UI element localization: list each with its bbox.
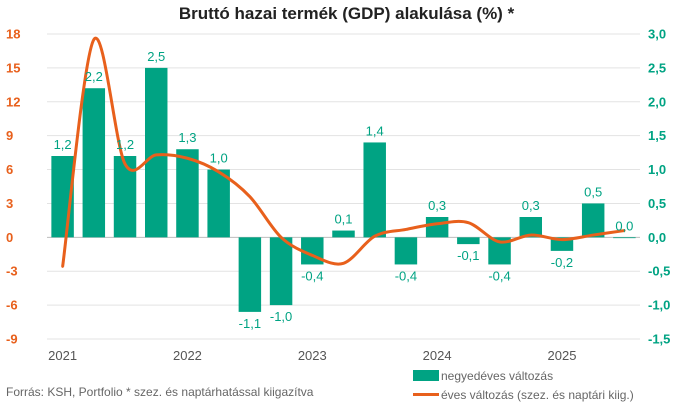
bar-value-label: -1,1 [239, 316, 261, 331]
bar [394, 237, 418, 265]
y-left-tick-label: 9 [6, 128, 13, 143]
bar-series [51, 67, 636, 312]
bar-value-label: 1,2 [116, 137, 134, 152]
bar [82, 88, 106, 238]
bar-value-label: 0,3 [522, 198, 540, 213]
y-left-tick-label: -3 [6, 264, 18, 279]
line-point [155, 153, 158, 157]
bar-value-label: -1,0 [270, 309, 292, 324]
y-left-tick-label: -9 [6, 332, 18, 347]
bar [488, 237, 511, 265]
bar [113, 156, 137, 238]
legend-label-annual: éves változás (szez. és naptári kiig.) [441, 388, 634, 402]
x-tick-label: 2021 [48, 348, 77, 363]
left-axis: -9 -6 -3 0 3 6 9 12 15 18 [6, 27, 20, 347]
line-point [467, 221, 470, 224]
line-point [123, 162, 127, 166]
line-point [217, 170, 220, 174]
bar [519, 217, 542, 238]
y-right-tick-label: 2,0 [648, 94, 666, 109]
line-point [186, 157, 189, 160]
bar [269, 237, 293, 306]
y-right-tick-label: -1,0 [648, 298, 670, 313]
line-point [591, 233, 595, 237]
bar-value-label: 1,3 [178, 130, 196, 145]
bar-value-label: -0,4 [488, 268, 510, 283]
x-tick-label: 2025 [548, 348, 577, 363]
bar-value-label: 1,0 [210, 151, 228, 166]
y-right-tick-label: -0,5 [648, 264, 670, 279]
y-right-tick-label: -1,5 [648, 332, 670, 347]
line-point [373, 235, 376, 238]
bar [457, 237, 480, 245]
bar [176, 149, 199, 238]
line-point [92, 38, 96, 41]
x-tick-label: 2023 [298, 348, 327, 363]
legend-swatch-bar [413, 370, 439, 381]
y-right-tick-label: 3,0 [648, 27, 666, 42]
legend-item-quarterly: negyedéves változás [413, 369, 553, 383]
bar-value-label: 0,1 [334, 212, 352, 227]
line-point [248, 195, 252, 198]
line-point [623, 229, 626, 232]
bar-value-label: 0,3 [428, 198, 446, 213]
right-axis: -1,5 -1,0 -0,5 0,0 0,5 1,0 1,5 2,0 2,5 3,0 [648, 27, 670, 347]
x-tick-label: 2024 [423, 348, 452, 363]
legend-swatch-line [413, 393, 439, 396]
bar-value-label: -0,4 [301, 268, 323, 283]
y-left-tick-label: -6 [6, 298, 18, 313]
bar [207, 169, 230, 238]
bar [425, 217, 449, 238]
legend-label-quarterly: negyedéves változás [441, 369, 554, 383]
bar-labels: 1,2 2,2 1,2 2,5 1,3 1,0 -1,1 -1,0 -0,4 0,1 1,4 -0,4… [54, 49, 634, 331]
bar-value-label: 2,5 [147, 49, 165, 64]
bar [332, 230, 355, 238]
x-axis: 2021 2022 2023 2024 2025 [48, 348, 576, 363]
legend-item-annual: éves változás (szez. és naptári kiig.) [413, 388, 634, 402]
line-point [560, 238, 564, 241]
y-left-tick-label: 3 [6, 196, 13, 211]
line-point [342, 262, 345, 265]
bar [581, 203, 605, 238]
y-right-tick-label: 1,5 [648, 128, 666, 143]
bar-value-label: 1,4 [366, 123, 384, 138]
line-point [435, 222, 439, 225]
line-point [529, 233, 532, 237]
line-point [404, 228, 408, 231]
y-left-tick-label: 6 [6, 162, 13, 177]
bar-value-label: -0,2 [551, 255, 573, 270]
bar-value-label: 1,2 [54, 137, 72, 152]
bar-value-label: 2,2 [85, 69, 103, 84]
line-point [279, 236, 283, 239]
bar-value-label: -0,1 [457, 248, 479, 263]
bar [145, 67, 168, 238]
x-tick-label: 2022 [173, 348, 202, 363]
y-right-tick-label: 2,5 [648, 60, 666, 75]
y-right-tick-label: 1,0 [648, 162, 666, 177]
bar [238, 237, 262, 312]
source-note: Forrás: KSH, Portfolio * szez. és naptár… [6, 385, 314, 399]
y-right-tick-label: 0,0 [648, 230, 666, 245]
line-point [311, 254, 314, 257]
line-series [61, 36, 626, 268]
y-left-tick-label: 15 [6, 60, 20, 75]
bar [613, 237, 636, 239]
bar-value-label: -0,4 [395, 268, 417, 283]
y-left-tick-label: 12 [6, 94, 20, 109]
line-point [498, 240, 501, 244]
y-right-tick-label: 0,5 [648, 196, 666, 211]
bar-value-label: 0,0 [615, 218, 633, 233]
line-point [61, 265, 64, 268]
y-left-tick-label: 18 [6, 27, 20, 42]
chart-title: Bruttó hazai termék (GDP) alakulása (%) … [178, 4, 515, 23]
bar-value-label: 0,5 [584, 184, 602, 199]
bar [363, 142, 386, 238]
y-left-tick-label: 0 [6, 230, 13, 245]
